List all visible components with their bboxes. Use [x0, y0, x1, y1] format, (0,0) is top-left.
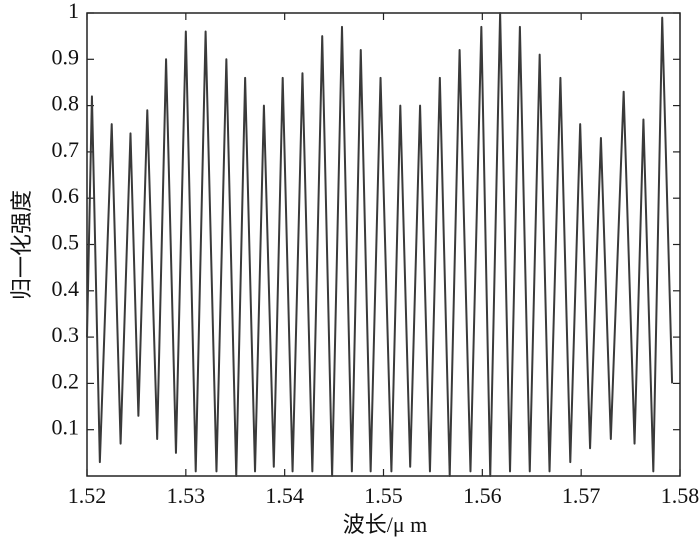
- y-tick-label: 0.1: [52, 415, 80, 440]
- line-series: [86, 12, 674, 477]
- x-tick-label: 1.53: [167, 483, 206, 508]
- y-tick-label: 0.6: [52, 183, 80, 208]
- x-tick-label: 1.52: [68, 483, 107, 508]
- y-tick-label: 0.3: [52, 322, 80, 347]
- y-axis-label: 归一化强度: [9, 190, 34, 300]
- x-axis-label: 波长/μ m: [343, 512, 428, 537]
- y-tick-label: 0.2: [52, 368, 80, 393]
- x-tick-label: 1.56: [463, 483, 502, 508]
- x-tick-label: 1.58: [661, 483, 700, 508]
- y-tick-label: 0.8: [52, 91, 80, 116]
- x-tick-label: 1.57: [562, 483, 601, 508]
- x-tick-label: 1.54: [265, 483, 304, 508]
- y-tick-label: 0.4: [52, 276, 80, 301]
- y-tick-label: 1: [68, 0, 79, 23]
- y-tick-label: 0.9: [52, 44, 80, 69]
- x-tick-label: 1.55: [364, 483, 403, 508]
- y-tick-label: 0.7: [52, 137, 80, 162]
- y-tick-label: 0.5: [52, 230, 80, 255]
